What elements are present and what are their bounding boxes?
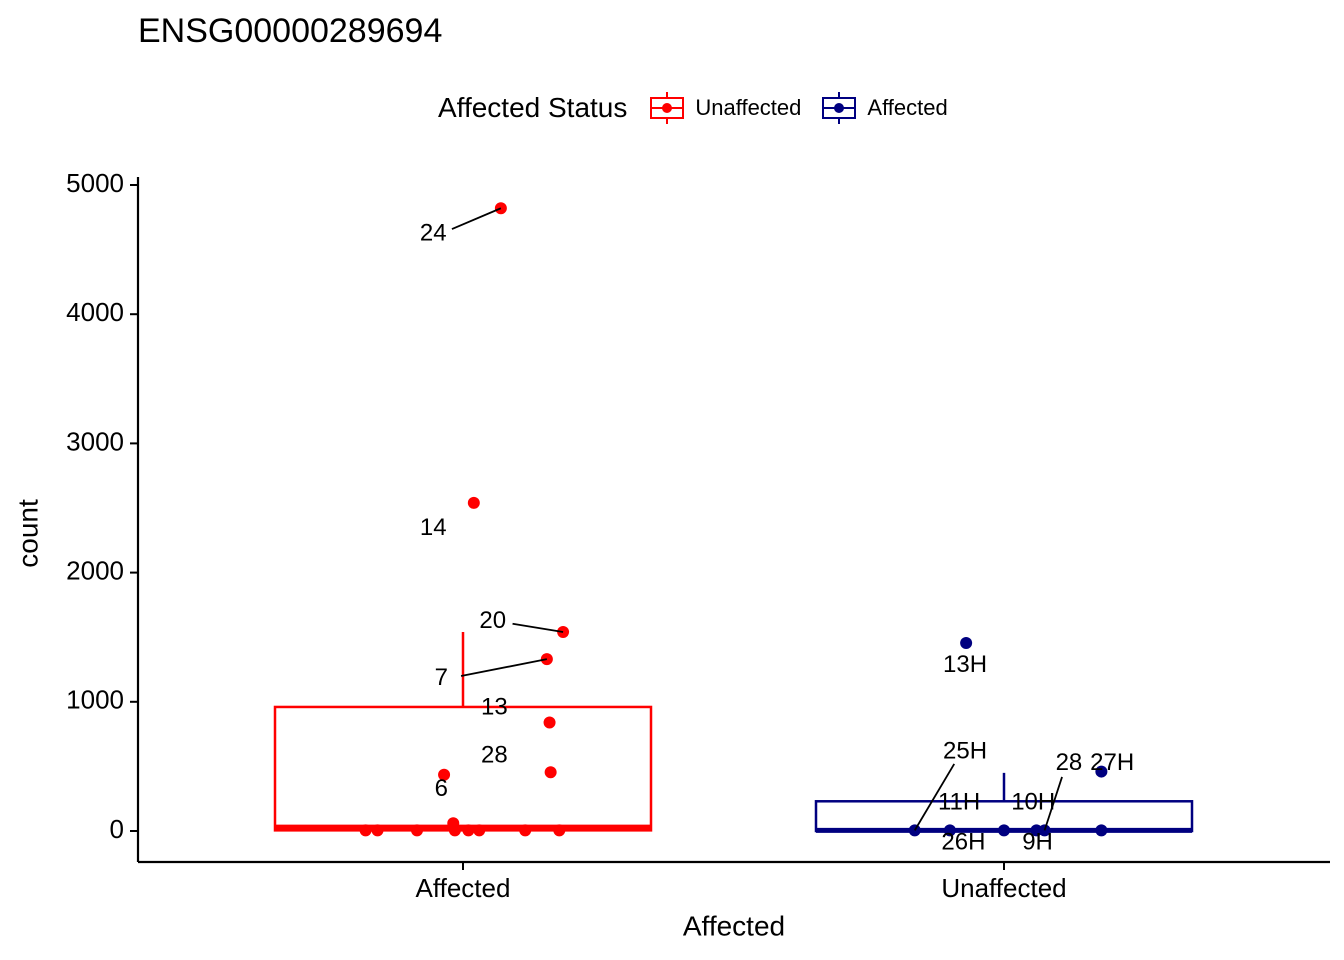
x-axis-title: Affected: [683, 910, 785, 941]
data-point-18: [943, 824, 956, 837]
legend-label-unaffected: Unaffected: [695, 95, 802, 120]
data-point-11: [448, 824, 461, 837]
point-label-20: 28: [1056, 749, 1083, 776]
data-point-8: [371, 824, 384, 837]
chart-title: ENSG00000289694: [138, 12, 443, 50]
legend-title: Affected Status: [438, 92, 628, 123]
point-label-22: 27H: [1090, 749, 1134, 776]
point-label-18: 11H: [938, 789, 980, 816]
data-point-16: [960, 637, 973, 650]
legend-key-affected: [822, 92, 857, 124]
data-point-6: [438, 768, 451, 781]
point-label-16: 13H: [943, 651, 987, 678]
point-label-5: 28: [481, 741, 508, 768]
y-tick-label-5: 5000: [66, 168, 124, 198]
points-layer: [359, 202, 1108, 837]
leader-line-2: [512, 622, 564, 633]
box-0: [273, 705, 653, 832]
y-tick-label-2: 2000: [66, 555, 124, 585]
data-point-21: [1095, 824, 1108, 837]
legend-item-unaffected: Unaffected: [649, 90, 801, 126]
leader-line-20: [1043, 776, 1063, 831]
point-label-21: 9H: [1022, 829, 1053, 856]
data-point-14: [519, 824, 532, 837]
legend-item-affected: Affected: [821, 90, 948, 126]
data-point-1: [467, 496, 480, 509]
x-tick-label-1: Unaffected: [941, 873, 1066, 903]
point-label-4: 13: [481, 694, 508, 721]
data-point-22: [1095, 765, 1108, 778]
leader-line-0: [451, 207, 502, 230]
data-point-4: [543, 716, 556, 729]
leader-line-3: [460, 658, 548, 677]
leader-line-17: [913, 763, 955, 831]
data-point-7: [359, 824, 372, 837]
data-point-13: [473, 824, 486, 837]
point-label-2: 20: [479, 607, 506, 634]
legend-key-unaffected: [650, 92, 685, 124]
y-tick-label-0: 0: [110, 814, 124, 844]
point-label-23: 26H: [941, 829, 985, 856]
point-label-1: 14: [420, 514, 447, 541]
data-point-15: [553, 824, 566, 837]
axes-layer: 0 1000 2000 3000 4000 5000 Affected Unaffected A…: [12, 168, 1330, 941]
point-label-19: 10H: [1011, 789, 1055, 816]
y-tick-label-3: 3000: [66, 426, 124, 456]
y-tick-label-4: 4000: [66, 297, 124, 327]
point-label-3: 7: [435, 664, 448, 691]
data-point-12: [462, 824, 475, 837]
legend-label-affected: Affected: [867, 95, 948, 120]
data-point-9: [411, 824, 424, 837]
legend: Affected Status Unaffected Affected: [438, 88, 968, 128]
y-axis-title: count: [12, 499, 43, 568]
point-label-17: 25H: [943, 738, 987, 765]
x-tick-label-0: Affected: [416, 873, 511, 903]
point-label-6: 6: [435, 775, 448, 802]
data-point-5: [544, 766, 557, 779]
data-point-23: [998, 824, 1010, 837]
point-label-0: 24: [420, 219, 447, 246]
y-tick-label-1: 1000: [66, 685, 124, 715]
